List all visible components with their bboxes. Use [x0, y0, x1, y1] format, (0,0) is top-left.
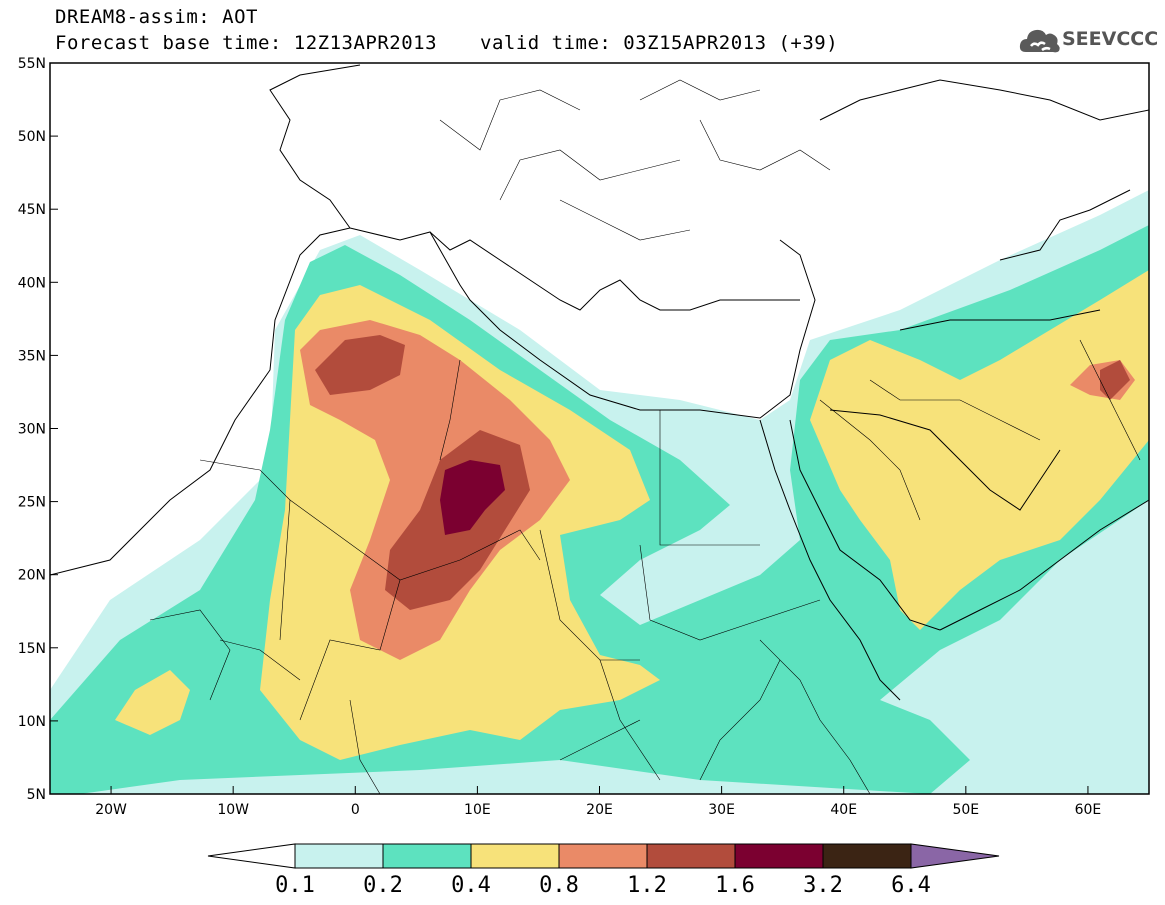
lon-tick-label: 20W — [95, 802, 127, 818]
coastlines — [50, 64, 1149, 701]
colorbar-label: 0.2 — [363, 873, 403, 898]
colorbar-label: 0.4 — [451, 873, 491, 898]
lat-tick-label: 20N — [18, 568, 46, 584]
lon-tick-label: 0 — [351, 802, 360, 818]
lon-tick-label: 10E — [464, 802, 491, 818]
longitude-axis: 20W 10W 0 10E 20E 30E 40E 50E 60E — [95, 786, 1101, 818]
colorbar-box — [558, 843, 648, 869]
lat-tick-label: 5N — [27, 787, 46, 803]
seevccc-logo: SEEVCCC — [1018, 22, 1158, 62]
lon-tick-label: 40E — [830, 802, 857, 818]
lat-tick-label: 30N — [18, 422, 46, 438]
lat-tick-label: 50N — [18, 129, 46, 145]
lat-tick-label: 40N — [18, 275, 46, 291]
colorbar-label: 0.8 — [539, 873, 579, 898]
cloud-icon — [1019, 29, 1060, 53]
colorbar-label: 1.6 — [715, 873, 755, 898]
colorbar-box — [822, 843, 912, 869]
lon-tick-label: 60E — [1075, 802, 1102, 818]
lat-tick-label: 10N — [18, 714, 46, 730]
lat-tick-label: 25N — [18, 495, 46, 511]
lon-tick-label: 20E — [586, 802, 613, 818]
latitude-axis: 55N 50N 45N 40N 35N 30N 25N 20N 15N 10N 5N — [18, 56, 58, 803]
colorbar-label: 0.1 — [275, 873, 315, 898]
colorbar-box — [734, 843, 824, 869]
colorbar-over-arrow — [910, 843, 1000, 869]
colorbar-box — [646, 843, 736, 869]
colorbar-label: 3.2 — [803, 873, 843, 898]
colorbar-label: 1.2 — [627, 873, 667, 898]
aot-band-0.8 — [300, 320, 1135, 660]
lat-tick-label: 45N — [18, 202, 46, 218]
lon-tick-label: 30E — [708, 802, 735, 818]
colorbar-under-arrow — [207, 843, 296, 869]
colorbar-box — [382, 843, 472, 869]
colorbar-box — [294, 843, 384, 869]
logo-text: SEEVCCC — [1062, 28, 1159, 50]
valid-time: valid time: 03Z15APR2013 (+39) — [480, 32, 839, 54]
lat-tick-label: 35N — [18, 348, 46, 364]
lat-tick-label: 15N — [18, 641, 46, 657]
country-borders — [149, 79, 1141, 794]
lat-tick-label: 55N — [18, 56, 46, 72]
colorbar-label: 6.4 — [891, 873, 931, 898]
base-time: Forecast base time: 12Z13APR2013 — [55, 32, 438, 54]
lon-tick-label: 10W — [217, 802, 249, 818]
aot-band-1.6 — [440, 460, 505, 535]
colorbar-box — [470, 843, 560, 869]
lon-tick-label: 50E — [952, 802, 979, 818]
model-title: DREAM8-assim: AOT — [55, 6, 258, 28]
